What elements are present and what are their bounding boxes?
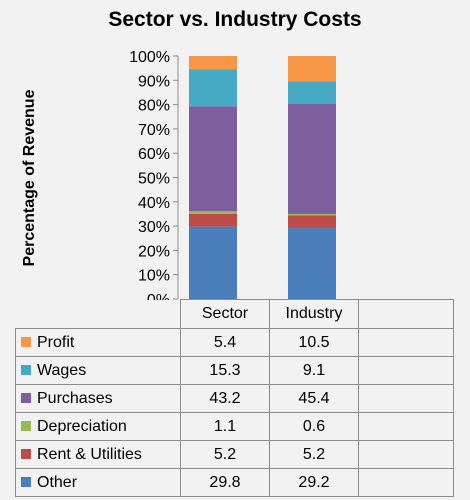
legend-swatch [21,337,31,348]
legend-cell: Profit [15,328,181,357]
data-value: 45.4 [269,384,359,413]
bar-segment-industry-wages [288,81,336,104]
legend-swatch [21,393,31,404]
table-blank-cell [358,299,454,329]
chart-title: Sector vs. Industry Costs [108,8,362,31]
y-tick-label: 50% [138,171,170,188]
bar-segment-industry-depreciation [288,213,336,216]
y-tick-label: 80% [138,98,170,115]
data-value: 29.2 [269,468,359,497]
bar-segment-industry-rent-utilities [288,215,336,229]
bar-segment-industry-profit [288,56,336,82]
bar-segment-sector-other [189,226,237,299]
category-label: Sector [180,299,270,329]
legend-cell: Wages [15,356,181,385]
legend-label: Other [37,473,78,491]
table-blank-cell [358,412,454,441]
data-value: 9.1 [269,356,359,385]
data-value: 5.4 [180,328,270,357]
table-blank-cell [358,356,454,385]
y-tick-label: 70% [138,122,170,139]
table-row: Wages 15.3 9.1 [15,356,454,385]
legend-label: Wages [37,361,87,379]
data-value: 5.2 [269,440,359,469]
y-tick-label: 100% [129,49,170,66]
data-value: 43.2 [180,384,270,413]
y-tick-label: 40% [138,195,170,212]
legend-swatch [21,449,31,460]
data-value: 29.8 [180,468,270,497]
y-tick-label: 10% [138,268,170,285]
table-row: Other 29.8 29.2 [15,468,454,497]
legend-label: Purchases [37,389,113,407]
legend-cell: Depreciation [15,412,181,441]
category-label: Industry [269,299,359,329]
table-blank-cell [358,440,454,469]
table-row: Profit 5.4 10.5 [15,328,454,357]
table-blank-cell [358,468,454,497]
table-row: Depreciation 1.1 0.6 [15,412,454,441]
data-value: 0.6 [269,412,359,441]
legend-swatch [21,365,31,376]
chart-plot: 0% 10% 20% 30% 40% 50% 60% 70% 80% 90% 100% [129,49,336,300]
table-corner-cell [15,299,181,329]
data-table: Sector Industry Profit 5.4 10.5 Wages 15.3 9.1 P… [15,299,454,497]
table-row: Rent & Utilities 5.2 5.2 [15,440,454,469]
bar-segment-sector-depreciation [189,211,237,214]
table-blank-cell [358,328,454,357]
bar-segment-sector-purchases [189,106,237,212]
y-tick-label: 0% [147,292,170,300]
bar-segment-industry-other [288,228,336,299]
legend-label: Profit [37,333,75,351]
bar-segment-sector-profit [189,56,237,70]
data-value: 10.5 [269,328,359,357]
y-tick-label: 20% [138,243,170,260]
y-tick-label: 60% [138,146,170,163]
legend-cell: Other [15,468,181,497]
legend-swatch [21,477,31,488]
legend-label: Rent & Utilities [37,445,142,463]
bar-segment-sector-rent-utilities [189,213,237,227]
legend-swatch [21,421,31,432]
bar-segment-industry-purchases [288,103,336,214]
data-value: 15.3 [180,356,270,385]
table-blank-cell [358,384,454,413]
y-tick-label: 30% [138,219,170,236]
table-header-row: Sector Industry [15,299,454,329]
legend-cell: Purchases [15,384,181,413]
legend-cell: Rent & Utilities [15,440,181,469]
y-tick-label: 90% [138,73,170,90]
data-value: 5.2 [180,440,270,469]
bar-segment-sector-wages [189,69,237,107]
data-value: 1.1 [180,412,270,441]
legend-label: Depreciation [37,417,127,435]
table-row: Purchases 43.2 45.4 [15,384,454,413]
